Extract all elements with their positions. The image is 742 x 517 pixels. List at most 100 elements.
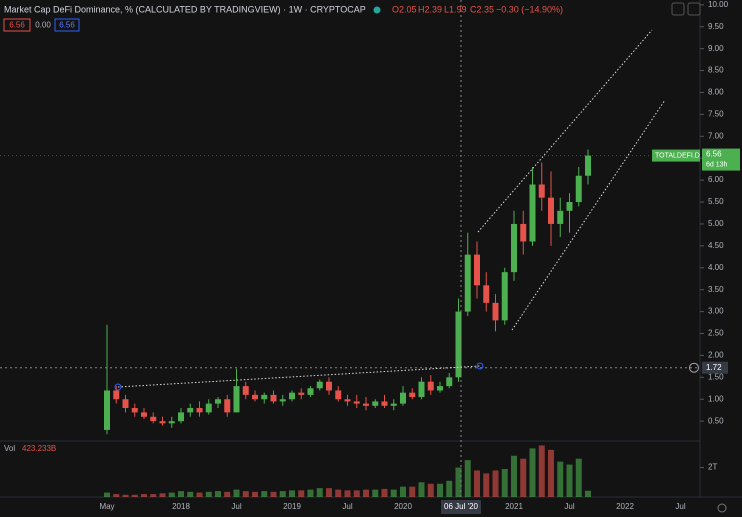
anchor-point[interactable] (114, 383, 122, 391)
candle-body (557, 210, 564, 224)
y-tick-label: 6.00 (708, 175, 724, 184)
indicator-box[interactable] (54, 18, 80, 32)
price-tag-value: 6.56 (706, 150, 722, 159)
candle-body (270, 394, 277, 402)
candle-body (529, 184, 536, 242)
candle-body (400, 392, 406, 404)
volume-bar (427, 483, 434, 497)
crosshair-date-label: 06 Jul '20 (444, 502, 479, 511)
y-tick-label: 8.50 (708, 66, 724, 75)
y-tick-label: 1.00 (708, 394, 724, 403)
y-tick-label: 5.50 (708, 197, 724, 206)
candle-body (196, 408, 203, 413)
candle-body (252, 394, 258, 400)
volume-label: Vol (4, 444, 15, 453)
candle-body (474, 254, 480, 286)
candle-body (233, 386, 240, 413)
crosshair-price-label: 1.72 (706, 363, 722, 372)
symbol-tag (652, 149, 700, 162)
candle-body (159, 421, 166, 424)
volume-bar (474, 470, 480, 497)
y-tick-label: 5.00 (708, 219, 724, 228)
x-tick-label: 2021 (505, 502, 523, 511)
scroll-button[interactable] (671, 2, 685, 16)
ohlc-value: O2.05 (392, 4, 417, 14)
chart-title: Market Cap DeFi Dominance, % (CALCULATED… (4, 4, 366, 14)
settings-button[interactable] (717, 503, 727, 513)
volume-bar (529, 448, 536, 497)
volume-value: 423.233B (22, 444, 56, 453)
candle-body (205, 403, 212, 413)
ohlc-value: C2.35 (470, 4, 494, 14)
volume-bar (344, 490, 351, 497)
candle-body (390, 403, 397, 406)
x-tick-label: 2020 (394, 502, 412, 511)
volume-bar (122, 494, 129, 497)
candle-body (566, 202, 573, 211)
x-tick-label: May (99, 502, 114, 511)
volume-bar (520, 458, 527, 497)
volume-bar (131, 494, 138, 497)
candle-body (316, 381, 323, 389)
volume-bar (205, 491, 212, 497)
y-tick-label: 7.50 (708, 109, 724, 118)
x-tick-label: Jul (342, 502, 352, 511)
trend-line (117, 365, 481, 388)
volume-bar (464, 460, 471, 497)
add-alert-button[interactable] (689, 362, 699, 373)
candle-body (187, 408, 194, 413)
candle-body (307, 388, 314, 395)
y-tick-label: 3.50 (708, 285, 724, 294)
volume-bar (335, 489, 342, 497)
candle-body (575, 175, 582, 203)
y-tick-label: 1.50 (708, 372, 724, 381)
candle-body (353, 401, 360, 404)
y-tick-label: 0.50 (708, 416, 724, 425)
volume-bar (252, 491, 258, 497)
volume-bar (289, 490, 295, 497)
volume-bar (233, 489, 240, 497)
x-tick-label: Jul (564, 502, 574, 511)
candle-body (113, 390, 120, 400)
volume-bar (178, 491, 184, 497)
ohlc-value: −0.30 (−14.90%) (496, 4, 563, 14)
volume-bar (326, 488, 332, 497)
candle-body (446, 377, 453, 387)
volume-bar (187, 491, 194, 497)
volume-bar (483, 473, 490, 497)
channel-upper (477, 29, 653, 233)
volume-bar (501, 469, 508, 497)
crosshair-date-box (441, 500, 481, 514)
x-tick-label: Jul (675, 502, 685, 511)
candle-body (168, 421, 175, 424)
candle-body (298, 392, 305, 395)
volume-bar (168, 492, 175, 497)
anchor-point[interactable] (476, 362, 484, 370)
y-tick-label: 9.00 (708, 44, 724, 53)
candle-body (279, 399, 286, 402)
indicator-box[interactable] (3, 18, 31, 32)
volume-bar (279, 491, 286, 497)
volume-bar (104, 492, 110, 497)
candle-body (141, 412, 147, 417)
candle-body (178, 412, 184, 422)
maximize-button[interactable] (687, 2, 701, 16)
volume-bar (307, 489, 314, 497)
volume-bar (437, 483, 443, 497)
candle-body (492, 302, 499, 321)
candle-body (501, 272, 508, 321)
candle-body (409, 392, 416, 398)
volume-bar (585, 490, 591, 497)
volume-bar (159, 493, 166, 497)
x-tick-label: 2019 (283, 502, 301, 511)
candle-body (150, 416, 157, 422)
y-tick-label: 4.50 (708, 241, 724, 250)
candle-body (427, 381, 434, 391)
candle-body (483, 285, 490, 303)
candle-body (437, 386, 443, 391)
volume-bar (113, 494, 120, 497)
volume-bar (372, 489, 379, 497)
